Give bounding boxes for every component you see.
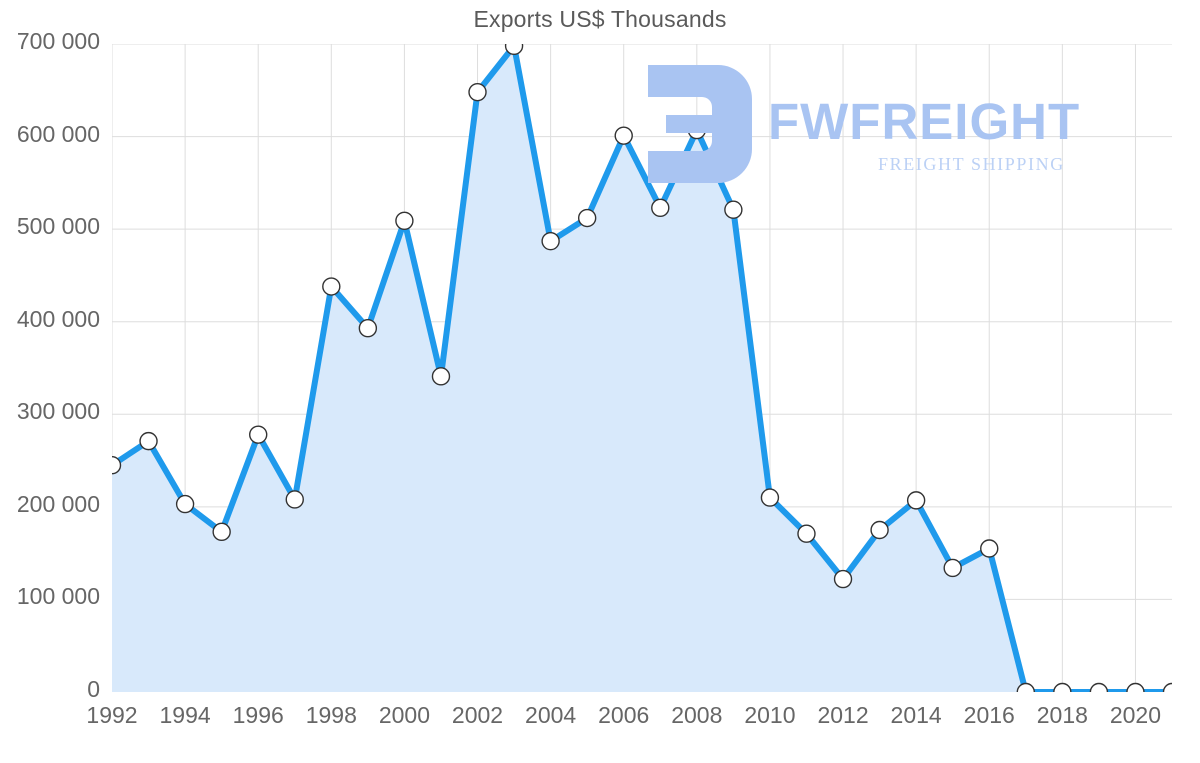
- y-axis-tick-label: 0: [87, 676, 100, 702]
- x-axis-tick-label: 1994: [159, 702, 211, 728]
- x-axis-tick-label: 2012: [817, 702, 869, 728]
- data-point-marker[interactable]: [1053, 682, 1072, 693]
- x-axis-tick-label: 2004: [525, 702, 577, 728]
- series-line: [112, 44, 1172, 692]
- data-point-marker[interactable]: [1126, 682, 1145, 693]
- data-point-marker[interactable]: [614, 126, 633, 145]
- data-point-marker[interactable]: [285, 490, 304, 509]
- data-point-marker[interactable]: [139, 431, 158, 451]
- y-axis-tick-label: 200 000: [16, 490, 100, 517]
- data-point-marker[interactable]: [1089, 682, 1109, 693]
- x-axis-tick-label: 1992: [86, 702, 138, 728]
- data-point-marker[interactable]: [943, 558, 962, 578]
- data-point-marker[interactable]: [175, 494, 195, 514]
- data-point-marker[interactable]: [797, 524, 816, 543]
- data-point-marker[interactable]: [212, 522, 231, 542]
- plot-area: [112, 44, 1172, 692]
- data-point-marker[interactable]: [541, 231, 560, 251]
- line-area-chart-svg: [112, 44, 1172, 692]
- data-point-marker[interactable]: [358, 318, 378, 338]
- x-axis-tick-label: 2002: [451, 702, 504, 728]
- y-axis-tick-label: 600 000: [16, 120, 100, 147]
- x-axis-tick-label: 1998: [305, 702, 357, 728]
- y-axis-tick-label: 700 000: [16, 28, 100, 54]
- data-point-marker[interactable]: [870, 520, 889, 540]
- data-point-marker[interactable]: [833, 569, 853, 589]
- y-axis-tick-label: 400 000: [16, 305, 100, 332]
- chart-title: Exports US$ Thousands: [473, 6, 727, 32]
- y-axis-tick-label: 500 000: [16, 213, 100, 240]
- data-point-marker[interactable]: [249, 425, 268, 444]
- data-point-marker[interactable]: [395, 211, 414, 231]
- data-point-marker[interactable]: [322, 277, 341, 296]
- data-point-marker[interactable]: [906, 491, 926, 510]
- y-axis-tick-label: 300 000: [16, 398, 100, 425]
- data-point-marker[interactable]: [980, 539, 999, 558]
- x-axis-tick-label: 2014: [890, 702, 942, 728]
- data-point-marker[interactable]: [1016, 682, 1035, 693]
- x-axis-tick-label: 2008: [671, 702, 723, 728]
- data-point-marker[interactable]: [504, 44, 524, 56]
- x-axis-tick-label: 2020: [1109, 702, 1162, 728]
- data-point-marker[interactable]: [577, 208, 597, 228]
- x-axis-tick-label: 2000: [378, 702, 430, 728]
- data-point-marker[interactable]: [651, 198, 670, 218]
- data-point-marker[interactable]: [431, 367, 451, 386]
- x-axis-tick-label: 1996: [232, 702, 284, 728]
- x-axis-tick-label: 2018: [1036, 702, 1088, 728]
- data-point-marker[interactable]: [468, 82, 487, 102]
- data-point-marker[interactable]: [724, 200, 743, 219]
- data-point-marker[interactable]: [1162, 682, 1173, 693]
- data-point-marker[interactable]: [760, 488, 780, 507]
- x-axis-tick-label: 2006: [598, 702, 650, 728]
- x-axis-tick-label: 2010: [744, 702, 796, 728]
- series-area-fill: [112, 45, 1172, 692]
- y-axis-tick-label: 100 000: [16, 583, 100, 610]
- data-point-marker[interactable]: [112, 456, 122, 475]
- x-axis-tick-label: 2016: [963, 702, 1015, 728]
- data-point-marker[interactable]: [687, 120, 707, 140]
